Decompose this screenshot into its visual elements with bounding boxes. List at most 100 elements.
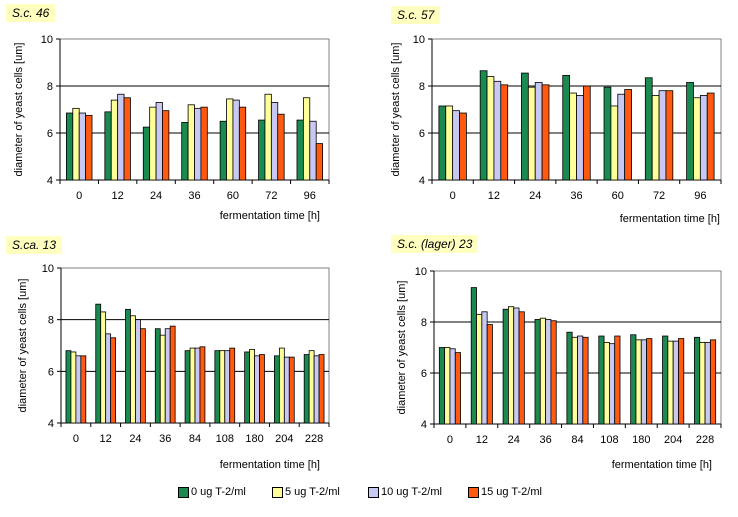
bar-0-180 [244,351,250,424]
x-tick-label: 180 [632,434,650,446]
bar-3-0 [80,355,87,424]
bar-0-108 [214,350,221,424]
x-tick-label: 36 [570,190,582,202]
bar-1-204 [278,347,285,424]
bar-1-0 [445,105,454,181]
bar-3-24 [541,84,550,181]
bar-3-36 [200,106,208,181]
y-tick-label: 8 [421,317,427,329]
bar-1-24 [527,86,536,181]
bar-1-36 [569,92,577,181]
x-tick-label: 0 [447,434,453,446]
y-tick-label: 6 [419,128,425,140]
x-tick-label: 204 [275,433,293,445]
bar-2-0 [452,110,460,181]
bar-1-180 [635,339,642,425]
bar-1-12 [110,99,119,181]
bar-3-60 [238,106,247,181]
chart-title-sc46: S.c. 46 [6,4,56,22]
y-axis-label: diameter of yeast cells [um] [13,43,25,177]
bar-1-36 [159,334,166,424]
bar-3-180 [259,354,265,424]
bar-3-0 [454,352,461,425]
bar-3-60 [624,89,632,181]
bar-0-36 [154,328,161,424]
bar-2-84 [194,347,201,424]
bar-0-204 [274,355,280,424]
x-tick-label: 36 [188,190,200,202]
bar-3-84 [199,346,206,424]
bar-1-60 [226,98,234,181]
bar-1-24 [508,306,515,425]
bar-1-36 [539,317,547,425]
bar-2-0 [78,112,87,181]
bar-0-60 [603,86,612,181]
bar-2-12 [105,333,112,424]
x-tick-label: 228 [305,433,323,445]
bar-0-24 [521,72,529,181]
bar-1-180 [249,348,255,424]
legend-label-0ug: 0 ug T-2/ml [191,486,246,498]
bar-0-60 [219,120,227,181]
bar-0-36 [181,122,189,181]
bar-0-228 [694,336,701,425]
bar-0-36 [534,319,541,425]
chart-panel-1: 4 6 8 10 0 12 24 36 60 72 96 fermentation time [h] d… [390,34,722,225]
x-tick-label: 108 [600,434,618,446]
x-tick-label: 24 [129,433,141,445]
bar-2-12 [493,80,502,181]
x-tick-label: 12 [476,434,488,446]
bar-1-0 [444,347,451,425]
x-tick-label: 36 [159,433,171,445]
bar-1-12 [486,76,495,181]
bar-0-180 [630,334,637,425]
x-tick-label: 180 [245,433,263,445]
x-tick-label: 228 [696,434,714,446]
y-tick-label: 10 [413,34,425,46]
bar-3-204 [288,356,295,424]
bar-3-36 [582,85,591,181]
legend-swatch-15ug [468,487,479,498]
bar-1-84 [571,336,578,425]
chart-title-sc57: S.c. 57 [391,6,441,24]
bar-0-0 [65,350,72,424]
bar-2-36 [194,107,202,181]
bar-2-72 [270,102,279,181]
y-tick-label: 4 [419,175,425,187]
bar-3-72 [277,113,285,181]
x-tick-label: 0 [450,190,456,202]
legend-label-5ug: 5 ug T-2/ml [285,486,340,498]
bar-3-204 [678,338,685,425]
x-tick-label: 204 [664,434,682,446]
bar-0-36 [562,75,571,181]
bar-2-36 [576,95,584,181]
bar-3-228 [318,354,325,424]
x-axis-label: fermentation time [h] [620,213,720,225]
bar-0-84 [566,331,573,425]
x-tick-label: 84 [189,433,201,445]
bar-2-60 [232,99,240,181]
chart-panel-0: 4 6 8 10 0 12 24 36 60 72 96 fermentation time [h] d… [13,34,330,222]
chart-panel-3: 4 6 8 10 0 12 24 36 84 108 180 204 228 fermentation t… [396,266,722,471]
bar-2-12 [481,311,488,425]
bar-1-12 [476,313,483,425]
bar-3-180 [646,338,653,425]
bar-3-0 [85,114,93,181]
bar-0-0 [438,105,447,181]
y-tick-label: 10 [42,263,54,275]
bar-2-96 [309,120,317,181]
x-tick-label: 60 [227,190,239,202]
bar-3-96 [706,92,715,181]
bar-3-84 [582,336,589,425]
y-tick-label: 4 [48,418,54,430]
chart-title-sca13: S.ca. 13 [6,236,63,254]
x-tick-label: 24 [508,434,520,446]
x-axis-label: fermentation time [h] [220,459,320,471]
x-tick-label: 0 [73,433,79,445]
bar-2-204 [672,340,679,425]
y-tick-label: 6 [421,368,427,380]
bar-3-108 [614,335,621,425]
bar-2-108 [224,350,231,424]
x-tick-label: 84 [571,434,583,446]
